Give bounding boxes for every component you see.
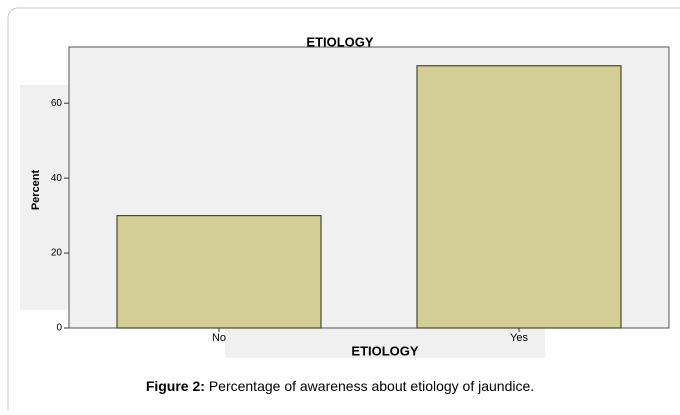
caption-label: Figure 2: [146, 378, 205, 394]
bar [416, 65, 622, 329]
y-tick-label: 40 [51, 173, 63, 184]
y-axis-band [20, 85, 69, 310]
y-axis-label: Percent [30, 169, 42, 210]
y-tick-label: 0 [56, 323, 62, 334]
x-tick-label: No [212, 332, 226, 344]
chart-title: ETIOLOGY [306, 34, 374, 49]
y-tick-label: 60 [51, 98, 63, 109]
x-axis-band [225, 328, 545, 358]
x-tick-label: Yes [510, 332, 528, 344]
x-axis-label: ETIOLOGY [351, 343, 419, 358]
caption-text: Percentage of awareness about etiology o… [209, 378, 534, 394]
bar [116, 215, 322, 329]
y-tick-label: 20 [51, 248, 63, 259]
caption: Figure 2: Percentage of awareness about … [146, 378, 534, 394]
